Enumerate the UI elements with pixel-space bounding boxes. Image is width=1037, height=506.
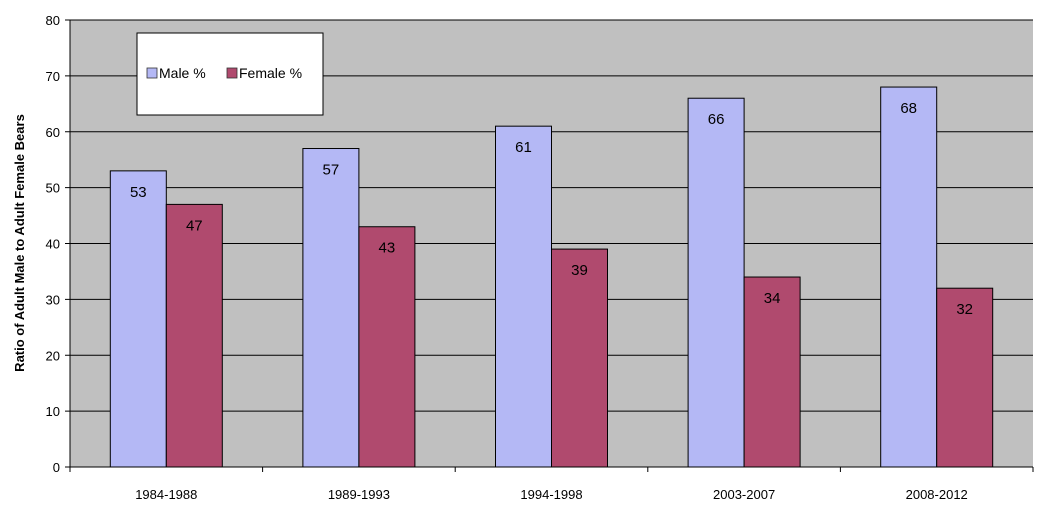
bar-value-label: 39 [571,262,588,279]
bar-female [165,203,223,468]
bar-male [880,86,938,468]
legend-label-female: Female % [239,65,302,81]
x-axis-ticks: 1984-1988 1989-1993 1994-1998 2003-2007 2008… [69,467,1034,502]
bars: 53 47 57 43 61 39 66 34 68 32 [109,86,994,468]
bar-value-label: 47 [186,217,203,234]
bar-female [551,248,608,468]
bar-male [687,97,745,468]
x-tick-label: 1989-1993 [328,487,390,502]
bar-value-label: 53 [130,184,147,201]
bar-value-label: 68 [900,100,917,117]
y-tick-label: 40 [46,237,60,252]
bar-value-label: 66 [708,111,725,128]
bar-female [743,276,801,468]
x-tick-label: 1994-1998 [520,487,582,502]
legend-swatch-female [226,67,238,79]
x-tick-label: 2003-2007 [713,487,775,502]
y-tick-label: 60 [46,125,60,140]
y-tick-label: 0 [53,460,60,475]
bar-value-label: 57 [323,162,340,179]
y-tick-label: 50 [46,181,60,196]
legend: Male % Female % [136,32,324,116]
y-tick-label: 70 [46,69,60,84]
y-axis-label: Ratio of Adult Male to Adult Female Bear… [12,114,27,372]
bar-female [358,226,416,468]
bar-value-label: 61 [515,139,532,156]
y-tick-label: 80 [46,13,60,28]
x-tick-label: 1984-1988 [135,487,197,502]
y-tick-label: 10 [46,404,60,419]
legend-swatch-male [146,67,158,79]
bar-male [109,170,167,468]
legend-label-male: Male % [159,65,206,81]
bar-value-label: 32 [956,301,973,318]
bar-male [495,125,552,468]
bar-female [936,287,994,468]
y-tick-label: 20 [46,348,60,363]
y-axis-ticks: 0 10 20 30 40 50 60 70 80 [46,13,70,475]
bar-value-label: 34 [764,290,781,307]
bar-male [302,148,360,468]
y-tick-label: 30 [46,292,60,307]
x-tick-label: 2008-2012 [906,487,968,502]
bar-value-label: 43 [379,240,396,257]
